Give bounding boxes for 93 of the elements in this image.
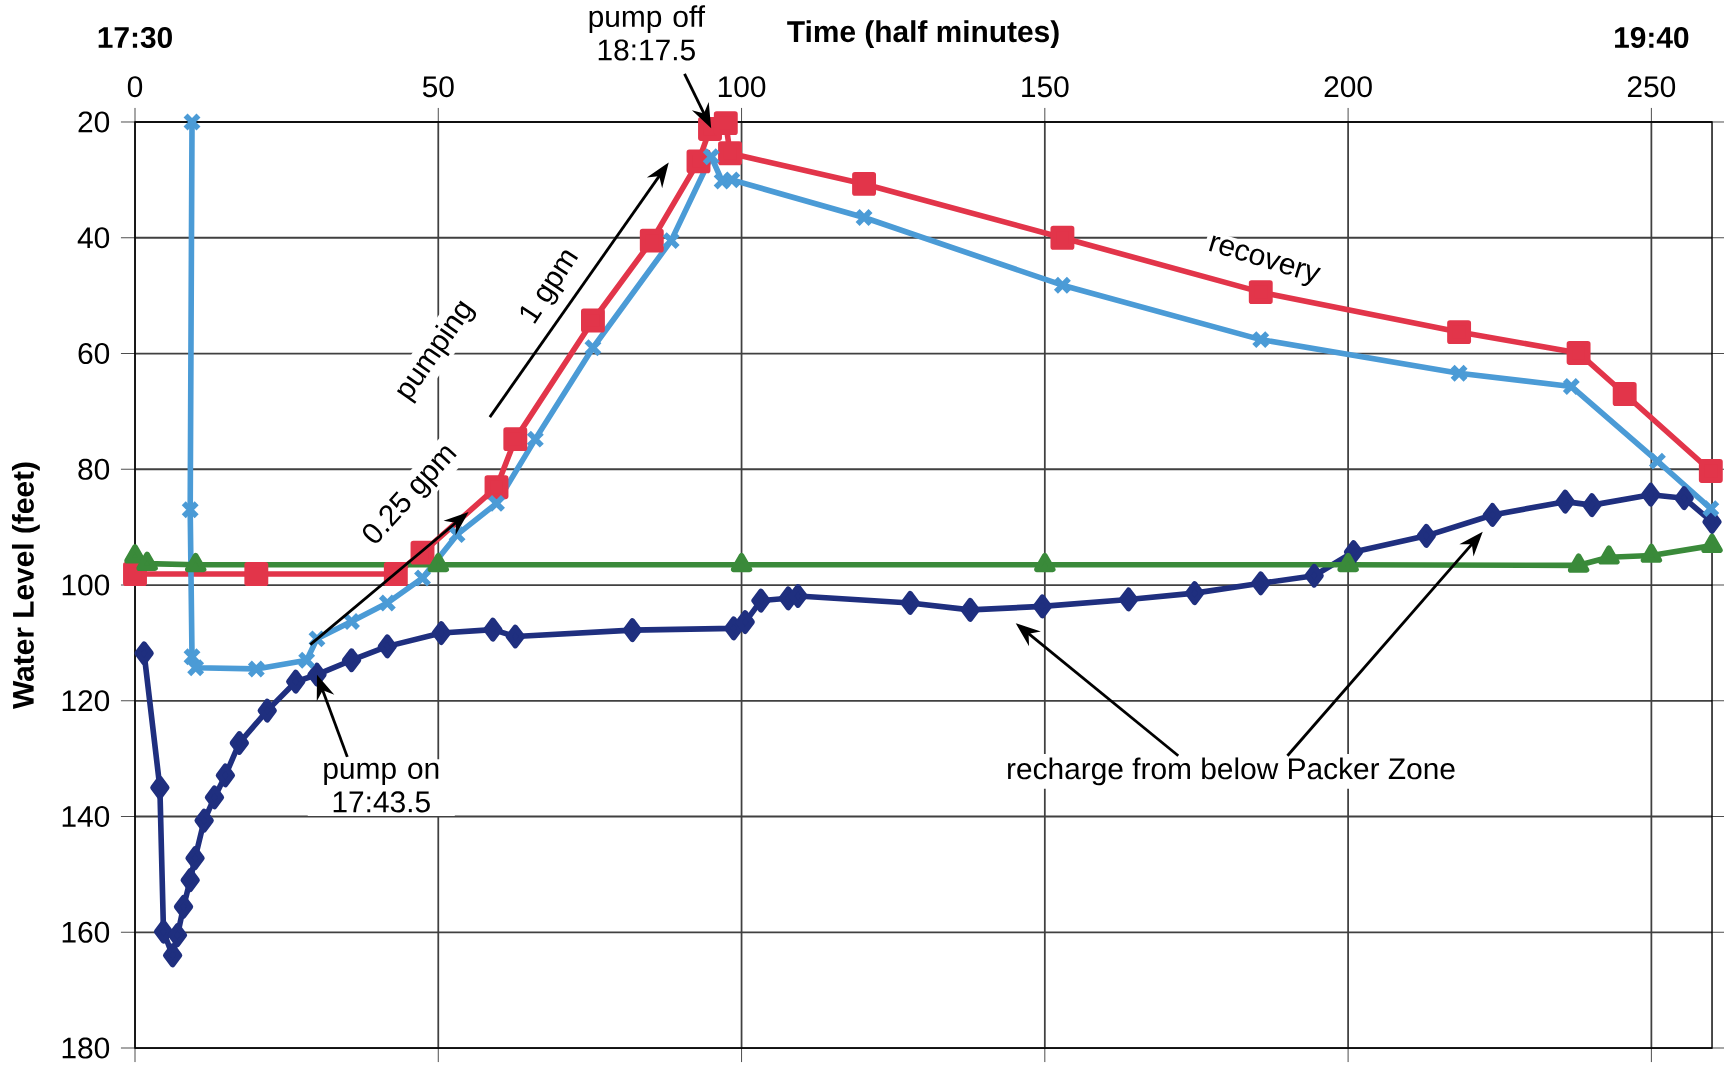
point — [661, 231, 681, 250]
point — [244, 562, 269, 586]
point — [413, 568, 432, 588]
point — [751, 588, 771, 613]
point — [1582, 493, 1602, 518]
point — [622, 618, 643, 643]
point — [153, 919, 174, 944]
point — [229, 731, 249, 755]
y-tick-label: 100 — [62, 574, 110, 596]
y-axis-title: Water Level (feet) — [11, 462, 40, 709]
point — [1050, 225, 1075, 250]
point — [1648, 451, 1667, 471]
point — [639, 228, 664, 253]
y-tick-label: 120 — [62, 690, 110, 712]
point — [182, 112, 202, 132]
point — [215, 763, 236, 788]
point — [1118, 587, 1139, 612]
x-tick-label: 200 — [1324, 76, 1372, 98]
y-tick-label: 80 — [78, 458, 110, 480]
point — [162, 943, 183, 968]
x-tick-label: 250 — [1627, 76, 1676, 98]
point — [526, 429, 545, 449]
point — [180, 868, 200, 893]
annotation: pump on 17:43.5 — [324, 762, 439, 813]
y-tick-label: 160 — [62, 921, 110, 943]
y-tick-label: 60 — [78, 342, 110, 365]
point — [180, 500, 200, 520]
point — [581, 308, 605, 333]
y-tick-label: 20 — [78, 111, 110, 133]
point — [182, 647, 202, 667]
point — [1032, 594, 1053, 619]
point — [342, 612, 361, 631]
point — [583, 338, 603, 357]
point — [286, 669, 306, 694]
point — [1251, 571, 1271, 596]
point — [487, 494, 506, 513]
point — [718, 141, 742, 166]
point — [1251, 330, 1271, 349]
point — [257, 698, 277, 723]
point — [194, 808, 214, 833]
y-tick-label: 40 — [77, 227, 110, 249]
point — [1701, 499, 1721, 518]
x-tick-label: 50 — [422, 76, 454, 98]
annotation: recharge from below Packer Zone — [1008, 757, 1455, 786]
point — [447, 525, 467, 544]
point — [701, 147, 721, 166]
point — [1304, 563, 1324, 588]
annotation: pump off 18:17.5 — [589, 5, 706, 61]
point — [167, 923, 188, 948]
point — [724, 616, 744, 641]
point — [173, 894, 194, 919]
point — [1416, 523, 1436, 548]
point — [484, 475, 509, 500]
point — [341, 648, 362, 673]
point — [900, 591, 920, 615]
point — [247, 659, 266, 679]
point — [1343, 540, 1364, 564]
point — [1612, 382, 1637, 406]
point — [186, 658, 205, 678]
point — [713, 111, 738, 136]
point — [1482, 503, 1503, 527]
point — [1184, 581, 1205, 606]
x-axis-title: Time (half minutes) — [787, 20, 1059, 49]
text: 19:40 — [1615, 26, 1689, 49]
point — [185, 846, 205, 871]
x-tick-label: 150 — [1022, 76, 1069, 98]
point — [378, 593, 397, 613]
point — [377, 634, 397, 659]
point — [854, 208, 874, 227]
y-tick-label: 180 — [62, 1037, 110, 1059]
point — [1674, 486, 1694, 511]
point — [852, 171, 877, 196]
point — [150, 775, 170, 800]
point — [297, 650, 316, 670]
point — [431, 621, 451, 645]
point — [1562, 377, 1581, 396]
text: 17:30 — [98, 26, 172, 49]
point — [204, 785, 225, 810]
point — [503, 427, 528, 452]
x-tick-label: 0 — [127, 76, 143, 98]
point — [1447, 320, 1472, 345]
point — [1555, 489, 1575, 514]
point — [483, 617, 503, 642]
y-tick-label: 140 — [62, 805, 110, 828]
point — [505, 624, 525, 649]
point — [735, 610, 755, 634]
point — [1641, 482, 1661, 507]
point — [1053, 275, 1072, 295]
point — [134, 641, 154, 666]
point — [960, 597, 980, 622]
x-tick-label: 100 — [718, 76, 766, 98]
point — [1449, 363, 1469, 383]
point — [1566, 340, 1591, 365]
